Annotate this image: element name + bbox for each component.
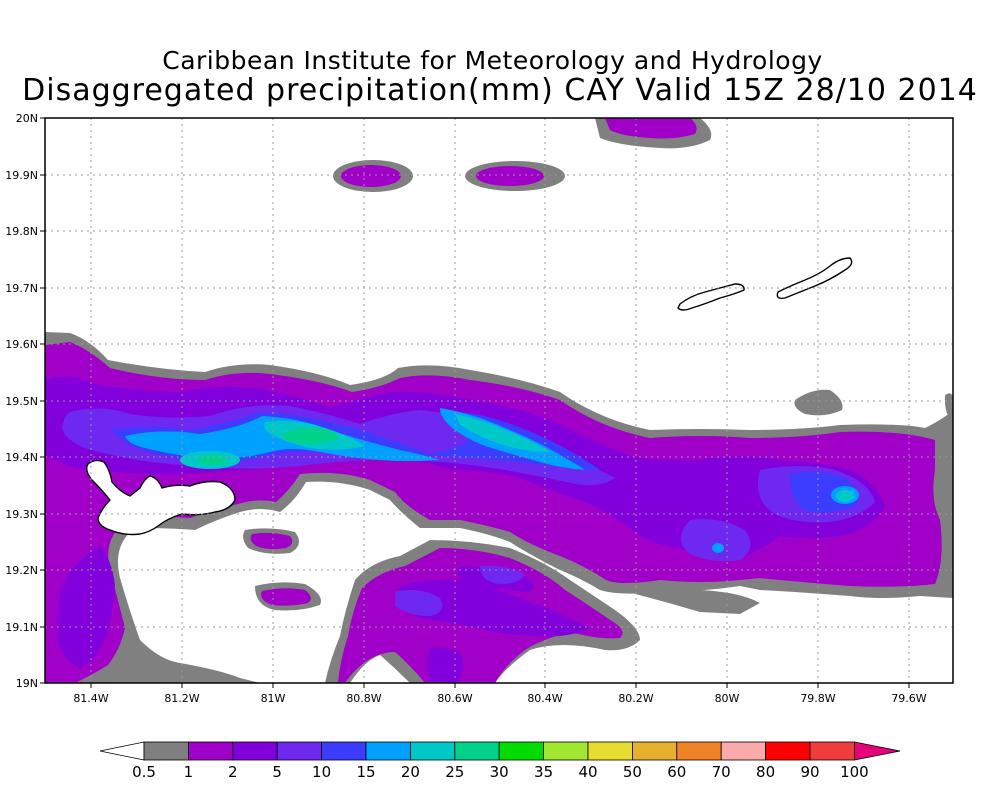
lat-label: 19.9N xyxy=(5,169,38,182)
lon-label: 81.2W xyxy=(164,692,199,705)
colorbar-label: 20 xyxy=(401,763,420,781)
lat-label: 19.8N xyxy=(5,225,38,238)
latitude-labels: 20N 19.9N 19.8N 19.7N 19.6N 19.5N 19.4N … xyxy=(5,112,38,690)
colorbar-label: 25 xyxy=(445,763,464,781)
colorbar-label: 10 xyxy=(312,763,331,781)
colorbar-label: 5 xyxy=(272,763,282,781)
colorbar-swatch xyxy=(498,741,545,761)
colorbar-swatch xyxy=(454,741,500,761)
cayman-brac-island xyxy=(776,257,853,300)
colorbar-swatch xyxy=(632,741,678,761)
title-product: Disaggregated precipitation(mm) CAY Vali… xyxy=(22,73,978,108)
lon-label: 80.4W xyxy=(527,692,562,705)
colorbar-label: 70 xyxy=(712,763,731,781)
colorbar-swatch xyxy=(587,741,633,761)
lat-label: 19.5N xyxy=(5,395,38,408)
colorbar-label: 15 xyxy=(356,763,375,781)
colorbar-swatch xyxy=(321,741,367,761)
colorbar-swatch xyxy=(187,741,234,761)
colorbar-swatch xyxy=(809,741,855,761)
colorbar-swatch xyxy=(854,741,901,761)
colorbar-swatch xyxy=(543,741,589,761)
lon-label: 80W xyxy=(715,692,740,705)
colorbar-label: 2 xyxy=(228,763,238,781)
colorbar-label: 35 xyxy=(534,763,553,781)
colorbar-swatch xyxy=(720,741,767,761)
colorbar-label: 90 xyxy=(800,763,819,781)
colorbar-label: 30 xyxy=(490,763,509,781)
colorbar-swatch xyxy=(232,741,278,761)
lat-label: 19.4N xyxy=(5,451,38,464)
colorbar-swatch xyxy=(676,741,722,761)
lon-label: 80.2W xyxy=(618,692,653,705)
grand-cayman-island xyxy=(85,459,236,536)
lat-label: 19.6N xyxy=(5,338,38,351)
lat-label: 19N xyxy=(16,677,38,690)
tick-marks xyxy=(40,117,910,688)
colorbar-swatch xyxy=(276,741,323,761)
lon-label: 79.6W xyxy=(891,692,926,705)
gridlines xyxy=(45,118,953,683)
little-cayman-island xyxy=(677,283,745,311)
colorbar-label: 60 xyxy=(667,763,686,781)
lat-label: 19.7N xyxy=(5,282,38,295)
title-institute: Caribbean Institute for Meteorology and … xyxy=(162,46,823,75)
colorbar-label: 1 xyxy=(184,763,194,781)
colorbar-label: 0.5 xyxy=(132,763,156,781)
lon-label: 80.6W xyxy=(437,692,472,705)
precip-field xyxy=(45,118,953,683)
colorbar-swatch xyxy=(365,741,411,761)
colorbar-swatch xyxy=(99,741,145,761)
colorbar-label: 50 xyxy=(623,763,642,781)
colorbar-label: 100 xyxy=(840,763,869,781)
lon-label: 81W xyxy=(261,692,286,705)
colorbar-swatch xyxy=(143,741,189,761)
colorbar-label: 40 xyxy=(578,763,597,781)
lat-label: 19.1N xyxy=(5,621,38,634)
colorbar xyxy=(99,741,901,761)
longitude-labels: 81.4W 81.2W 81W 80.8W 80.6W 80.4W 80.2W … xyxy=(73,692,926,705)
lon-label: 80.8W xyxy=(346,692,381,705)
lat-label: 20N xyxy=(16,112,38,125)
lon-label: 81.4W xyxy=(73,692,108,705)
lat-label: 19.3N xyxy=(5,508,38,521)
lon-label: 79.8W xyxy=(800,692,835,705)
colorbar-labels: 0.5 1 2 5 10 15 20 25 30 35 40 50 60 70 80 90 100 xyxy=(132,763,869,781)
lat-label: 19.2N xyxy=(5,564,38,577)
colorbar-swatch xyxy=(765,741,811,761)
colorbar-label: 80 xyxy=(756,763,775,781)
colorbar-swatch xyxy=(409,741,456,761)
